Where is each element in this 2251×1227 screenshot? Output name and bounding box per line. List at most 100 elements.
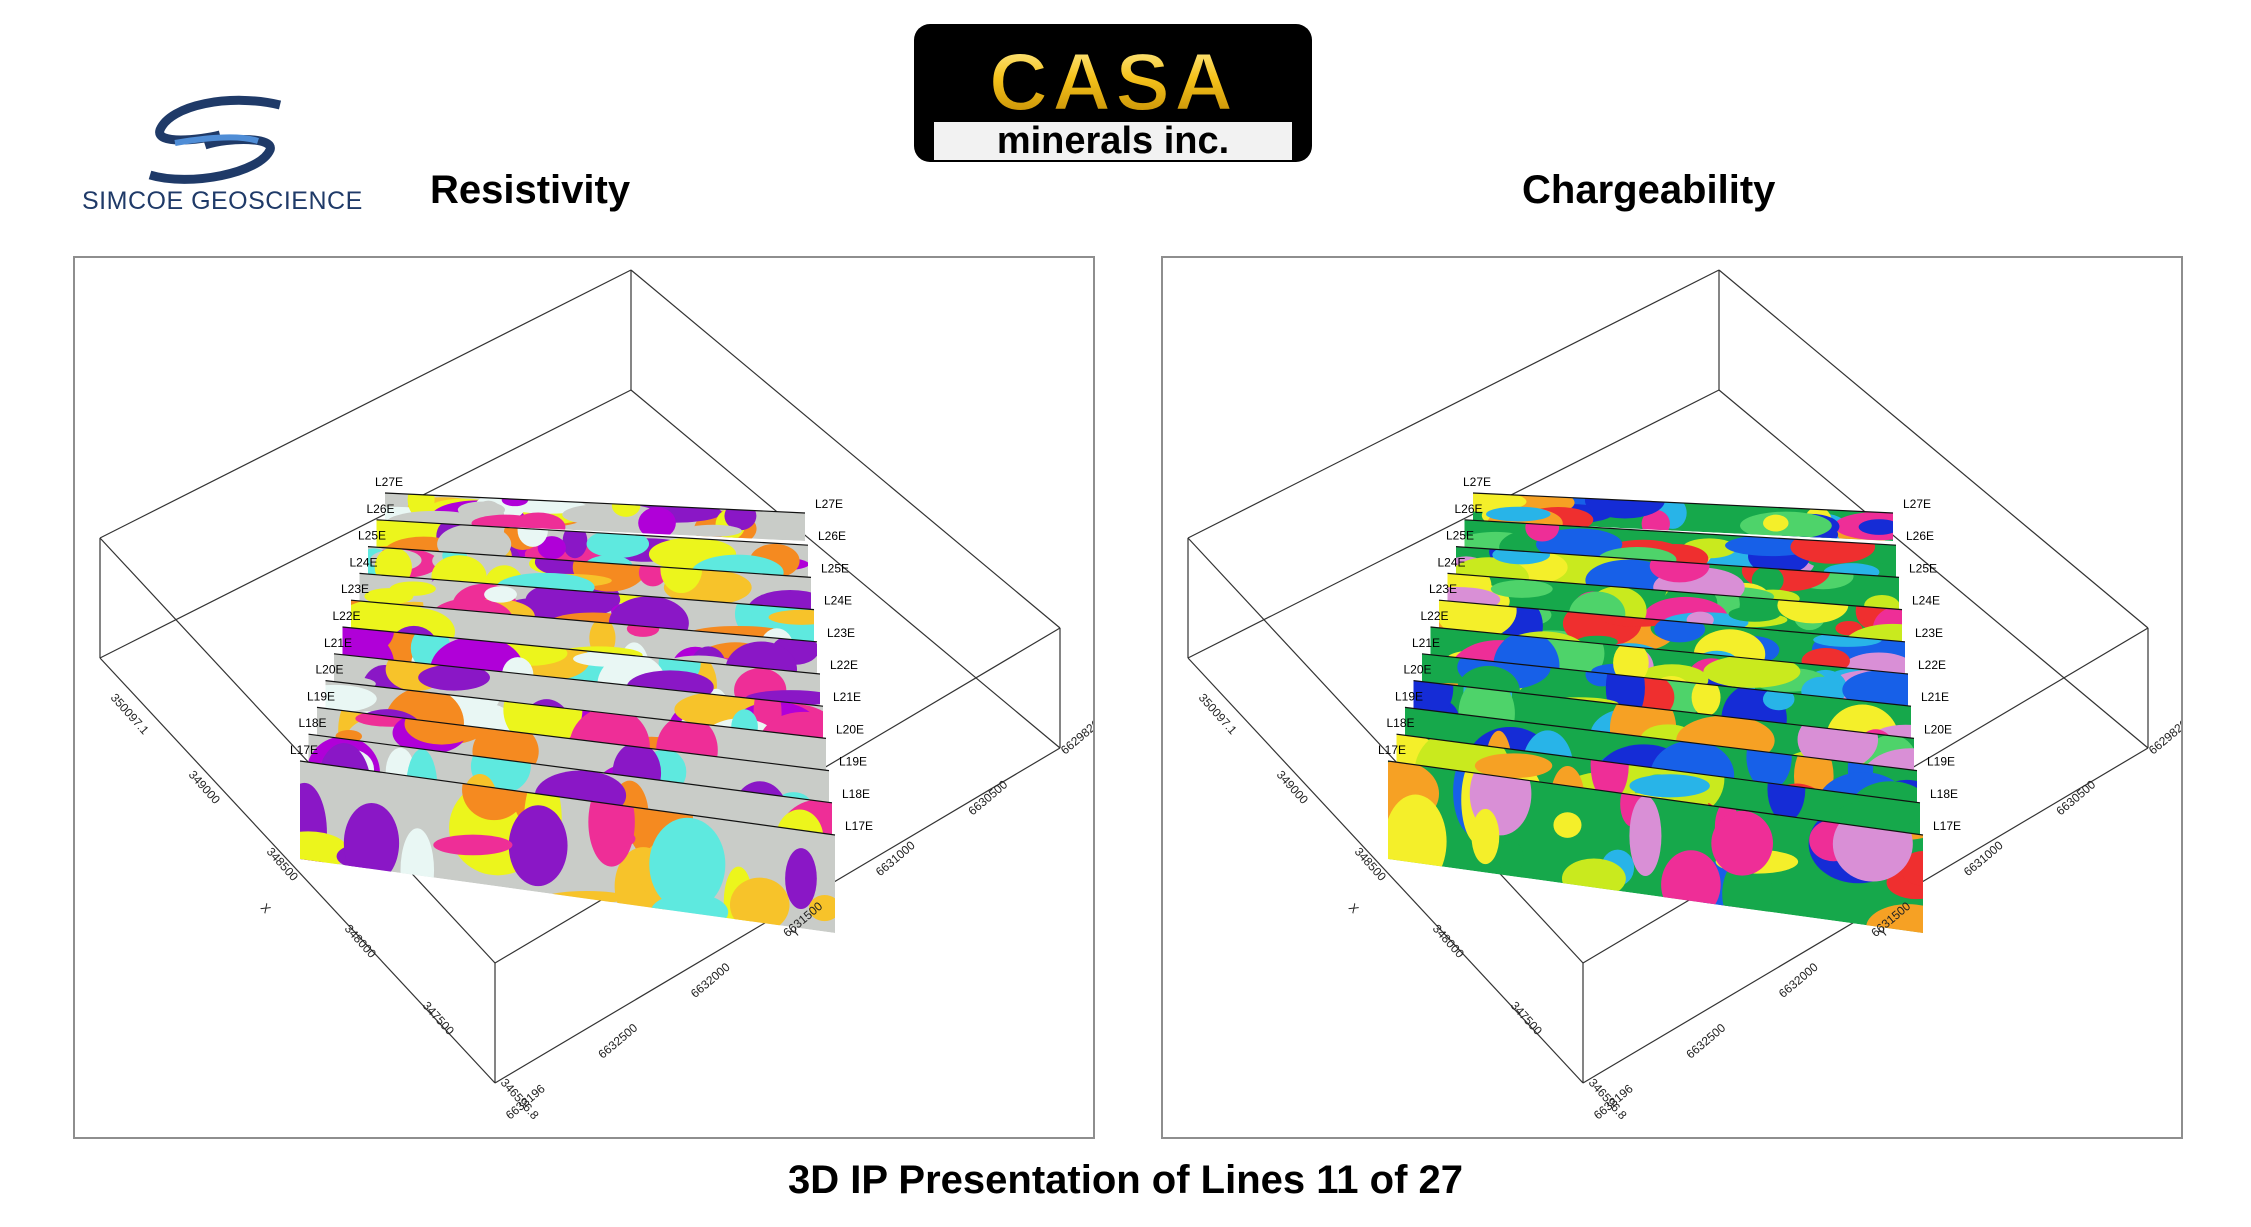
section-color-blob xyxy=(1497,841,1524,875)
x-tick-label: 347500 xyxy=(1508,999,1545,1038)
section-color-blob xyxy=(1473,493,1527,512)
casa-logo-top-text: CASA xyxy=(989,37,1237,128)
resistivity-3d-view: L27E L27E L26E L26E L25E L25E L24E L24E L23E L23E… xyxy=(99,269,1093,1122)
line-label-left: L26E xyxy=(367,502,395,516)
section-topline xyxy=(1387,760,1924,836)
section-topline xyxy=(376,519,809,546)
x-tick-label: 348000 xyxy=(1430,922,1467,961)
section-topline xyxy=(316,706,830,772)
line-label-right: L26E xyxy=(1906,529,1934,543)
line-label-right: L22E xyxy=(1918,658,1946,672)
section-topline xyxy=(1447,572,1903,611)
section-color-blob xyxy=(649,817,726,912)
section-color-blob xyxy=(1703,655,1801,688)
section-topline xyxy=(384,492,806,514)
section-color-blob xyxy=(1837,799,1920,826)
section-color-blob xyxy=(1413,680,1454,721)
section-color-blob xyxy=(508,805,568,887)
section-color-blob xyxy=(1553,812,1582,838)
section-color-blob xyxy=(1629,774,1710,798)
line-label-left: L19E xyxy=(1395,689,1423,703)
section-color-blob xyxy=(300,831,349,871)
simcoe-logo: SIMCOE GEOSCIENCE xyxy=(70,95,362,225)
section-color-blob xyxy=(1661,850,1721,919)
section-color-blob xyxy=(376,519,412,537)
section-color-blob xyxy=(1866,904,1923,933)
x-axis-label: X xyxy=(258,901,274,916)
section-topline xyxy=(1396,733,1921,804)
section-L17E xyxy=(299,760,836,933)
line-label-right: L18E xyxy=(842,787,870,801)
line-label-left: L18E xyxy=(1387,716,1415,730)
section-color-blob xyxy=(729,877,790,933)
line-label-right: L21E xyxy=(1921,690,1949,704)
x-tick-label: 348000 xyxy=(342,922,379,961)
section-topline xyxy=(308,733,833,804)
line-label-right: L23E xyxy=(827,626,855,640)
line-label-left: L22E xyxy=(1421,609,1449,623)
section-topline xyxy=(1404,706,1918,772)
section-color-blob xyxy=(537,536,566,560)
line-label-left: L26E xyxy=(1455,502,1483,516)
box-edge xyxy=(99,269,632,539)
section-topline xyxy=(342,626,821,675)
section-color-blob xyxy=(808,894,835,922)
section-topline xyxy=(1464,519,1897,546)
box-edge xyxy=(1187,269,1720,539)
section-color-blob xyxy=(1762,687,1795,711)
box-edge xyxy=(99,657,496,1084)
line-label-left: L25E xyxy=(1446,529,1474,543)
section-color-blob xyxy=(1858,519,1893,535)
resistivity-3d-panel: L27E L27E L26E L26E L25E L25E L24E L24E L23E L23E… xyxy=(73,256,1095,1139)
section-color-blob xyxy=(1691,678,1721,717)
section-topline xyxy=(367,546,812,578)
y-tick-label: 6631000 xyxy=(873,838,918,879)
section-color-blob xyxy=(638,507,676,539)
line-label-right: L19E xyxy=(839,755,867,769)
line-label-left: L27E xyxy=(375,475,403,489)
resistivity-title: Resistivity xyxy=(430,168,631,212)
section-topline xyxy=(1413,680,1915,739)
section-topline xyxy=(1421,653,1912,707)
box-edge xyxy=(99,389,632,659)
section-color-blob xyxy=(342,627,394,660)
x-tick-label: 347500 xyxy=(420,999,457,1038)
line-label-right: L22E xyxy=(830,658,858,672)
box-edge xyxy=(630,269,1061,629)
line-label-right: L25E xyxy=(1909,561,1937,575)
y-tick-label: 6632500 xyxy=(595,1021,640,1062)
section-topline xyxy=(1455,546,1900,578)
y-tick-label: 6632000 xyxy=(688,960,733,1001)
chargeability-title: Chargeability xyxy=(1522,168,1776,212)
line-label-right: L21E xyxy=(833,690,861,704)
line-label-right: L20E xyxy=(1924,722,1952,736)
section-topline xyxy=(1438,599,1906,643)
box-edge xyxy=(1187,537,1584,964)
simcoe-logo-text: SIMCOE GEOSCIENCE xyxy=(82,187,363,215)
section-topline xyxy=(325,680,827,739)
x-tick-label: 350097.1 xyxy=(1196,691,1240,738)
section-color-blob xyxy=(1474,753,1553,779)
line-label-right: L17E xyxy=(845,819,873,833)
section-color-blob xyxy=(562,524,588,559)
casa-logo-bottom-text: minerals inc. xyxy=(997,120,1229,162)
y-tick-label: 6629826 xyxy=(1058,716,1093,757)
line-label-right: L27E xyxy=(815,497,843,511)
line-label-left: L23E xyxy=(1429,582,1457,596)
line-label-left: L21E xyxy=(324,636,352,650)
section-color-blob xyxy=(343,802,400,884)
box-edge xyxy=(1718,389,2149,749)
line-label-left: L24E xyxy=(350,555,378,569)
line-label-right: L20E xyxy=(836,722,864,736)
section-color-blob xyxy=(325,684,377,713)
chargeability-3d-panel: L27E L27E L26E L26E L25E L25E L24E L24E L23E L23E… xyxy=(1161,256,2183,1139)
section-color-blob xyxy=(1490,580,1553,598)
y-tick-label: 6630500 xyxy=(965,777,1010,818)
box-edge xyxy=(99,537,496,964)
line-label-right: L17E xyxy=(1933,819,1961,833)
line-label-left: L24E xyxy=(1438,555,1466,569)
section-color-blob xyxy=(1561,858,1626,899)
section-topline xyxy=(333,653,824,707)
chargeability-3d-view: L27E L27E L26E L26E L25E L25E L24E L24E L23E L23E… xyxy=(1187,269,2181,1122)
y-tick-label: 6630500 xyxy=(2053,777,2098,818)
